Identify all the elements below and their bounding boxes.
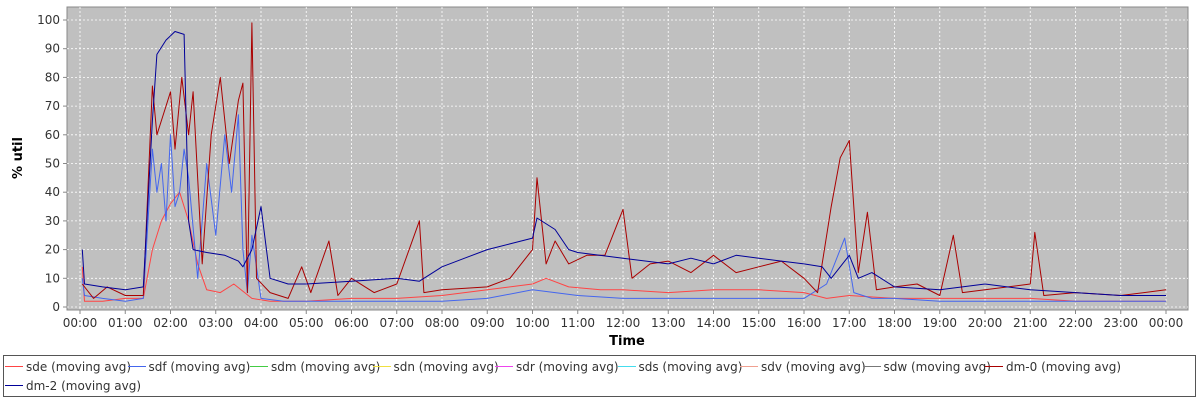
legend-label: sdf (moving avg) <box>148 360 251 374</box>
legend-item: dm-2 (moving avg) <box>5 379 141 393</box>
x-tick-label: 11:00 <box>560 316 595 330</box>
x-tick-label: 20:00 <box>968 316 1003 330</box>
legend-item: sdr (moving avg) <box>495 360 619 374</box>
y-tick-label: 60 <box>45 128 60 142</box>
x-tick-label: 23:00 <box>1103 316 1138 330</box>
y-tick-label: 30 <box>45 214 60 228</box>
series-line-sdf <box>81 114 1166 302</box>
legend-item: sdv (moving avg) <box>740 360 866 374</box>
y-tick-label: 70 <box>45 99 60 113</box>
legend-label: sdm (moving avg) <box>271 360 381 374</box>
plot-area <box>66 6 1189 311</box>
y-tick-label: 20 <box>45 243 60 257</box>
x-tick-label: 10:00 <box>515 316 550 330</box>
y-axis-ticks: 0 10 20 30 40 50 60 70 80 90 100 <box>37 13 67 314</box>
legend-label: dm-0 (moving avg) <box>1006 360 1122 374</box>
x-tick-label: 00:00 <box>1149 316 1184 330</box>
x-tick-label: 22:00 <box>1058 316 1093 330</box>
legend-swatch <box>372 366 391 367</box>
series-line-dm-2 <box>81 31 1166 296</box>
x-tick-label: 19:00 <box>922 316 957 330</box>
x-tick-label: 16:00 <box>787 316 822 330</box>
x-tick-label: 02:00 <box>153 316 188 330</box>
y-tick-label: 90 <box>45 42 60 56</box>
x-tick-label: 05:00 <box>289 316 324 330</box>
x-axis-title: Time <box>609 334 645 349</box>
legend-label: dm-2 (moving avg) <box>26 379 142 393</box>
y-tick-label: 10 <box>45 271 60 285</box>
x-tick-label: 08:00 <box>425 316 460 330</box>
legend-swatch <box>250 366 268 367</box>
legend-item: sde (moving avg) <box>5 360 131 374</box>
legend-swatch <box>495 366 513 367</box>
x-tick-label: 07:00 <box>379 316 414 330</box>
y-axis-title: % util <box>11 137 26 179</box>
chart-legend: sde (moving avg) sdf (moving avg) sdm (mov… <box>3 355 1196 397</box>
x-tick-label: 17:00 <box>832 316 867 330</box>
x-tick-label: 15:00 <box>741 316 776 330</box>
y-tick-label: 80 <box>45 70 60 84</box>
legend-label: sdn (moving avg) <box>393 360 499 374</box>
legend-item: sds (moving avg) <box>617 360 743 374</box>
x-tick-label: 04:00 <box>244 316 279 330</box>
legend-item: sdn (moving avg) <box>372 360 499 374</box>
x-axis-ticks: 00:00 01:00 02:00 03:00 04:00 05:00 06:00 07:00… <box>63 310 1184 330</box>
x-tick-label: 03:00 <box>198 316 233 330</box>
x-tick-label: 09:00 <box>470 316 505 330</box>
legend-item: sdm (moving avg) <box>250 360 380 374</box>
x-tick-label: 06:00 <box>334 316 369 330</box>
series-line-sde <box>81 191 1166 302</box>
legend-label: sdv (moving avg) <box>761 360 866 374</box>
legend-swatch <box>862 366 881 367</box>
legend-label: sdr (moving avg) <box>516 360 619 374</box>
legend-swatch <box>617 366 636 367</box>
legend-swatch <box>985 366 1003 367</box>
x-tick-label: 18:00 <box>877 316 912 330</box>
series-lines <box>81 22 1167 302</box>
x-tick-label: 00:00 <box>63 316 98 330</box>
x-tick-label: 13:00 <box>651 316 686 330</box>
legend-item: dm-0 (moving avg) <box>985 360 1121 374</box>
legend-item: sdf (moving avg) <box>127 360 251 374</box>
y-tick-label: 0 <box>52 300 60 314</box>
y-tick-label: 100 <box>37 13 60 27</box>
legend-swatch <box>127 366 146 367</box>
x-tick-label: 14:00 <box>696 316 731 330</box>
x-tick-label: 12:00 <box>606 316 641 330</box>
grid-lines <box>67 7 1188 310</box>
legend-label: sds (moving avg) <box>638 360 743 374</box>
y-tick-label: 50 <box>45 157 60 171</box>
legend-swatch <box>5 366 23 367</box>
series-line-dm-0 <box>81 22 1167 299</box>
legend-label: sde (moving avg) <box>26 360 132 374</box>
y-tick-label: 40 <box>45 185 60 199</box>
x-tick-label: 01:00 <box>108 316 143 330</box>
legend-swatch <box>5 385 23 386</box>
x-tick-label: 21:00 <box>1013 316 1048 330</box>
legend-label: sdw (moving avg) <box>883 360 991 374</box>
legend-item: sdw (moving avg) <box>862 360 991 374</box>
line-chart: 0 10 20 30 40 50 60 70 80 90 100 00:00 01:00 02:00 03… <box>11 6 1189 349</box>
legend-swatch <box>740 366 758 367</box>
